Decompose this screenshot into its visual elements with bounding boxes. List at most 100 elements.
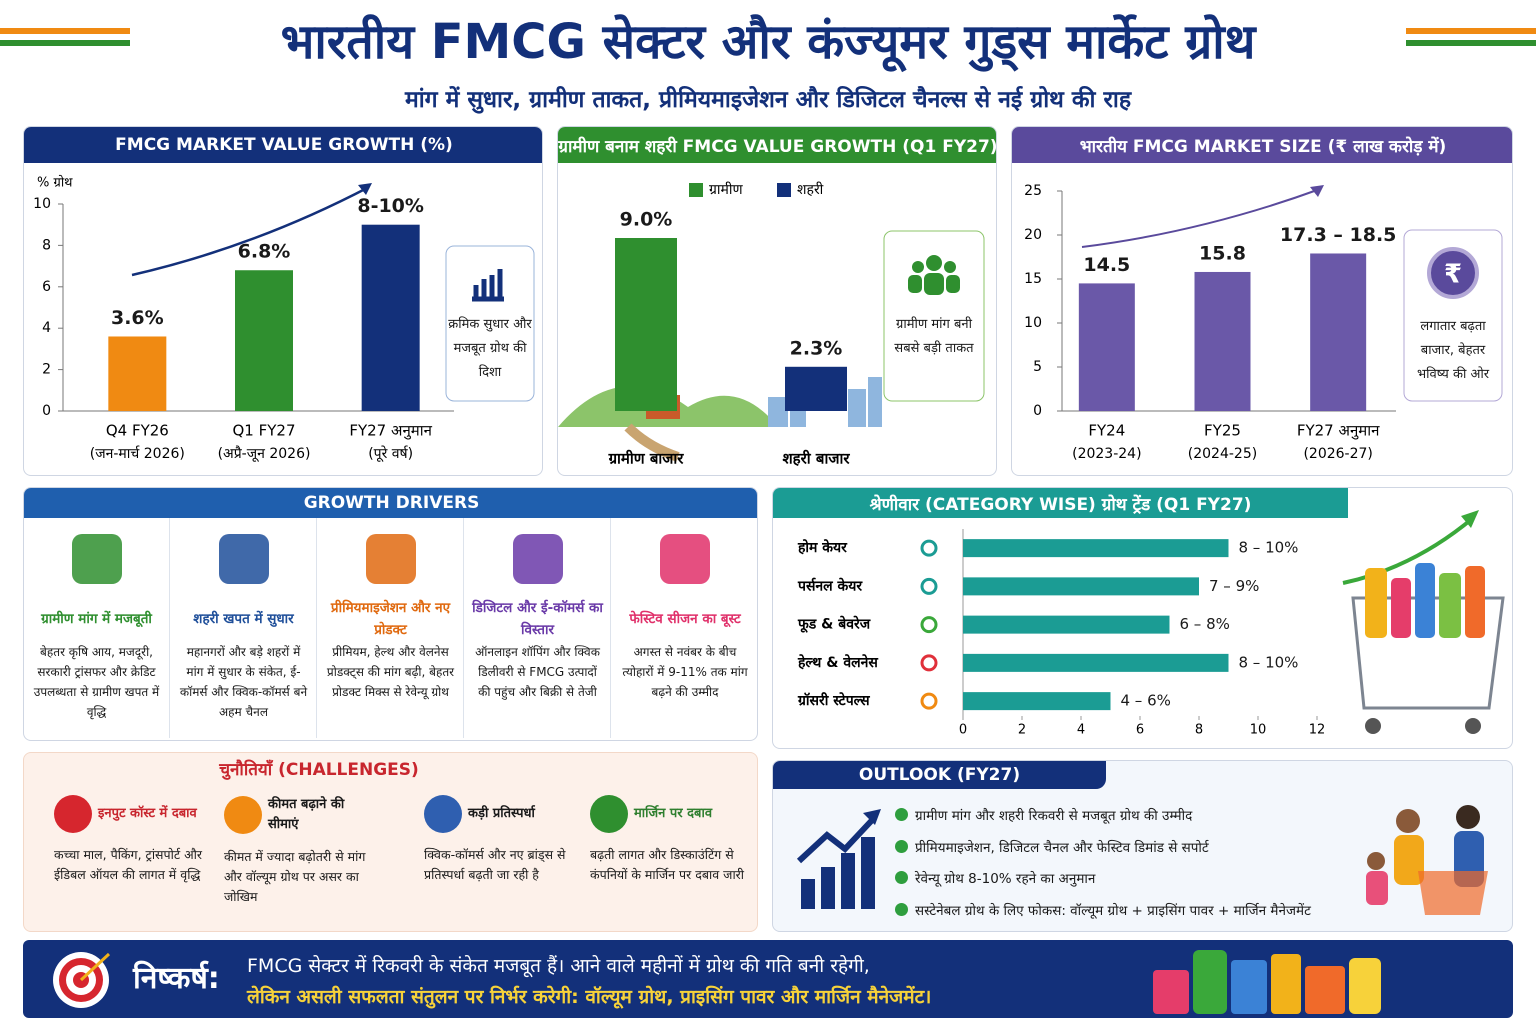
conclusion-line: लेकिन असली सफलता संतुलन पर निर्भर करेगी:… <box>247 986 932 1008</box>
driver-title: डिजिटल और ई-कॉमर्स का विस्तार <box>472 600 603 638</box>
x-tick-note: (पूरे वर्ष) <box>368 445 413 462</box>
driver-icon <box>72 534 122 584</box>
bar <box>1194 271 1251 411</box>
arrow-head <box>1310 185 1324 197</box>
note-box <box>445 245 535 402</box>
bar <box>361 224 420 411</box>
driver-text: ऑनलाइन शॉपिंग और क्विक डिलीवरी से FMCG उ… <box>475 645 600 699</box>
x-tick-label: 6 <box>1136 723 1144 738</box>
bar <box>963 539 1229 558</box>
challenge-item: इनपुट कॉस्ट में दबाव कच्चा माल, पैकिंग, ट… <box>54 795 214 885</box>
bar <box>108 336 167 411</box>
y-tick-label: 20 <box>1024 227 1042 243</box>
x-tick-note: (जन-मार्च 2026) <box>90 445 185 462</box>
x-tick-label: FY27 अनुमान <box>1297 422 1380 441</box>
category-label: होम केयर <box>797 539 848 556</box>
challenge-text: क्विक-कॉमर्स और नए ब्रांड्स से प्रतिस्पर… <box>424 847 566 882</box>
x-tick-note: (अप्रै-जून 2026) <box>218 445 311 462</box>
challenge-item: कीमत बढ़ाने की सीमाएं कीमत में ज्यादा बढ़… <box>224 795 384 907</box>
challenge-text: बढ़ती लागत और डिस्काउंटिंग से कंपनियों क… <box>590 847 745 882</box>
x-tick-label: 10 <box>1250 723 1267 738</box>
outlook-panel: OUTLOOK (FY27) ग्रामीण मांग और शहरी रिकव… <box>772 760 1513 932</box>
annotation: लगातार बढ़ता बाजार, बेहतर भविष्य की ओर <box>1416 319 1490 382</box>
driver-text: बेहतर कृषि आय, मजदूरी, सरकारी ट्रांसफर औ… <box>33 645 160 719</box>
driver-column: ग्रामीण मांग में मजबूती बेहतर कृषि आय, मज… <box>24 518 170 738</box>
outlook-item: प्रीमियमाइजेशन, डिजिटल चैनल और फेस्टिव ड… <box>895 839 1209 856</box>
challenge-item: कड़ी प्रतिस्पर्धा क्विक-कॉमर्स और नए ब्रा… <box>424 795 584 885</box>
y-tick-label: 4 <box>42 320 51 336</box>
driver-title: प्रीमियमाइजेशन और नए प्रोडक्ट <box>330 600 451 638</box>
y-axis-label: % ग्रोथ <box>37 175 73 191</box>
trend-arrow <box>1342 516 1475 585</box>
driver-column: फेस्टिव सीजन का बूस्ट अगस्त से नवंबर के ब… <box>612 518 757 738</box>
challenge-icon <box>590 795 628 833</box>
category-label: हेल्थ & वेलनेस <box>797 654 878 671</box>
flag-stripes-left <box>0 28 130 52</box>
category-label: फूड & बेवरेज <box>797 616 871 634</box>
size-panel: भारतीय FMCG MARKET SIZE (₹ लाख करोड़ में… <box>1011 126 1513 476</box>
driver-text: प्रीमियम, हेल्थ और वेलनेस प्रोडक्ट्स की … <box>326 645 455 699</box>
panel-header: GROWTH DRIVERS <box>24 488 757 518</box>
driver-icon <box>366 534 416 584</box>
bar <box>615 238 677 411</box>
drivers-panel: GROWTH DRIVERS ग्रामीण मांग में मजबूती बे… <box>23 487 758 741</box>
outlook-item: सस्टेनेबल ग्रोथ के लिए फोकस: वॉल्यूम ग्र… <box>895 902 1311 919</box>
driver-text: महानगरों और बड़े शहरों में मांग में सुधा… <box>179 645 308 719</box>
path <box>624 423 680 462</box>
value-label: 8 – 10% <box>1239 539 1299 557</box>
x-tick-label: ग्रामीण बाजार <box>608 450 685 468</box>
x-tick-label: 0 <box>959 723 967 738</box>
x-tick-label: FY24 <box>1088 422 1125 440</box>
category-icon <box>920 577 938 595</box>
value-label: 6 – 8% <box>1180 615 1230 633</box>
y-tick-label: 5 <box>1033 359 1042 375</box>
page-title: भारतीय FMCG सेक्टर और कंज्यूमर गुड्स मार… <box>280 14 1256 70</box>
bar <box>963 692 1111 711</box>
y-tick-label: 10 <box>33 196 51 212</box>
category-icon <box>920 616 938 634</box>
value-label: 7 – 9% <box>1209 577 1259 595</box>
x-tick-label: Q4 FY26 <box>106 422 169 440</box>
legend-swatch <box>689 183 703 197</box>
challenge-icon <box>224 796 262 834</box>
rupee-symbol: ₹ <box>1444 260 1462 290</box>
category-label: पर्सनल केयर <box>797 577 863 594</box>
x-tick-label: 4 <box>1077 723 1085 738</box>
outlook-item: रेवेन्यू ग्रोथ 8-10% रहने का अनुमान <box>894 871 1096 887</box>
category-icon <box>920 539 938 557</box>
y-tick-label: 0 <box>42 403 51 419</box>
challenges-title: चुनौतियाँ (CHALLENGES) <box>219 760 419 780</box>
conclusion-line: FMCG सेक्टर में रिकवरी के संकेत मजबूत है… <box>247 955 870 977</box>
challenge-title: इनपुट कॉस्ट में दबाव <box>98 806 197 821</box>
bar <box>1078 283 1135 411</box>
trend-arrow <box>131 185 370 277</box>
x-tick-label: 8 <box>1195 723 1203 738</box>
y-tick-label: 15 <box>1024 271 1042 287</box>
value-label: 9.0% <box>620 209 673 231</box>
x-tick-note: (2026-27) <box>1303 446 1372 462</box>
outlook-icon <box>796 809 881 909</box>
note-box <box>883 230 985 402</box>
challenge-title: कड़ी प्रतिस्पर्धा <box>468 806 535 821</box>
value-label: 4 – 6% <box>1121 692 1171 710</box>
outlook-item: ग्रामीण मांग और शहरी रिकवरी से मजबूत ग्र… <box>894 808 1193 824</box>
x-tick-label: 12 <box>1309 723 1326 738</box>
challenge-text: कच्चा माल, पैकिंग, ट्रांसपोर्ट और ईडिबल … <box>54 847 203 882</box>
growth-panel: FMCG MARKET VALUE GROWTH (%) % ग्रोथ 0 2 4 6… <box>23 126 543 476</box>
y-tick-label: 6 <box>42 279 51 295</box>
family-illustration <box>1366 805 1488 915</box>
category-icon <box>920 692 938 710</box>
x-tick-note: (2023-24) <box>1072 446 1141 462</box>
challenges-panel: चुनौतियाँ (CHALLENGES) इनपुट कॉस्ट में द… <box>23 752 758 932</box>
bar <box>963 615 1170 634</box>
challenge-icon <box>54 795 92 833</box>
challenge-text: कीमत में ज्यादा बढ़ोतरी से मांग और वॉल्य… <box>224 849 366 904</box>
driver-column: प्रीमियमाइजेशन और नए प्रोडक्ट प्रीमियम, ह… <box>318 518 464 738</box>
value-label: 17.3 – 18.5 <box>1280 224 1397 246</box>
target-icon <box>53 952 111 1008</box>
challenge-title: कीमत बढ़ाने की सीमाएं <box>268 797 345 832</box>
products-illustration <box>1153 950 1381 1014</box>
driver-icon <box>513 534 563 584</box>
driver-icon <box>660 534 710 584</box>
